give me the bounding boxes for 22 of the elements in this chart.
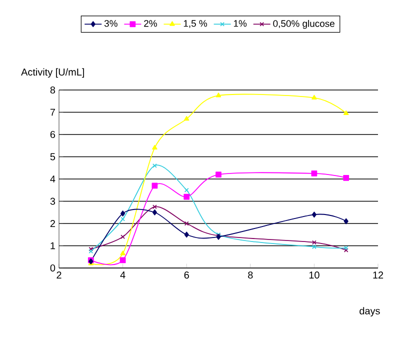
legend-label: 3% (104, 20, 118, 27)
y-axis-title: Activity [U/mL] (21, 68, 84, 78)
y-tick-label: 4 (50, 176, 56, 182)
x-axis-title: days (360, 307, 380, 316)
y-tick-label: 3 (50, 198, 56, 205)
y-tick-label: 2 (50, 220, 55, 227)
x-tick-label: 4 (120, 272, 126, 278)
y-tick-label: 5 (50, 153, 56, 160)
y-tick-label: 6 (50, 130, 56, 138)
legend-label: 2% (144, 20, 157, 27)
x-tick-label: 6 (184, 272, 189, 279)
y-tick-label: 7 (50, 108, 55, 116)
x-tick-label: 10 (309, 272, 320, 279)
legend-label: 1% (234, 20, 247, 27)
x-tick-label: 2 (56, 272, 62, 278)
legend-label: 1,5 % (184, 20, 208, 28)
x-tick-label: 12 (373, 272, 384, 278)
y-tick-label: 8 (50, 86, 56, 94)
y-tick-label: 0 (50, 264, 56, 272)
y-tick-label: 1 (50, 242, 55, 250)
legend-label: 0,50% glucose (273, 20, 334, 29)
x-tick-label: 8 (248, 272, 253, 279)
